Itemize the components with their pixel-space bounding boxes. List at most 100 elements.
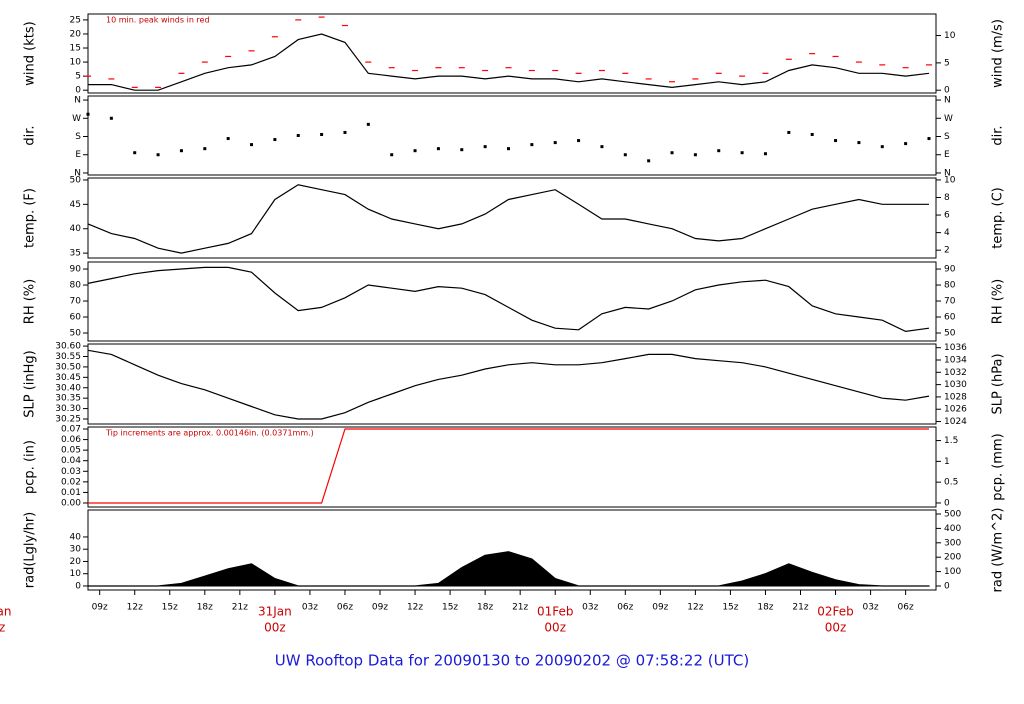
y2-tick-label: 10 — [944, 175, 956, 185]
y-tick-label: 35 — [70, 249, 81, 259]
y-tick-label: 0 — [75, 86, 81, 96]
y2-axis-label: temp. (C) — [991, 187, 1006, 249]
dir-point — [343, 130, 347, 134]
annotation: 10 min. peak winds in red — [106, 16, 210, 25]
y-tick-label: 45 — [70, 200, 81, 210]
y-tick-label: 0.05 — [61, 446, 81, 456]
x-tick-label: 21z — [232, 603, 248, 613]
y-tick-label: 0.06 — [61, 435, 81, 445]
panel-frame — [87, 509, 937, 591]
y2-tick-label: 200 — [944, 553, 961, 563]
y2-tick-label: 6 — [944, 211, 950, 221]
x-tick-label: 12z — [127, 603, 143, 613]
x-tick-label: 21z — [512, 603, 528, 613]
y2-tick-label: 1024 — [944, 417, 967, 427]
y2-tick-label: 1028 — [944, 392, 967, 402]
x-tick-label: 09z — [372, 603, 388, 613]
y2-tick-label: 500 — [944, 510, 961, 520]
y-tick-label: 80 — [70, 281, 82, 291]
dir-point — [179, 149, 183, 153]
y-tick-label: W — [72, 114, 81, 124]
y-tick-label: 30.40 — [55, 383, 81, 393]
y-tick-label: N — [74, 96, 81, 106]
dir-point — [717, 149, 721, 153]
dir-point — [577, 139, 581, 143]
chart-title: UW Rooftop Data for 20090130 to 20090202… — [275, 652, 749, 670]
y-tick-label: 70 — [70, 297, 82, 307]
y-tick-label: 30.50 — [55, 362, 81, 372]
dir-point — [553, 141, 557, 145]
y2-tick-label: 1032 — [944, 368, 967, 378]
series-line — [88, 33, 930, 91]
x-tick-label: 15z — [722, 603, 738, 613]
dir-point — [623, 153, 627, 157]
dir-point — [483, 145, 487, 149]
series-line — [88, 428, 929, 504]
dir-point — [927, 137, 931, 141]
y-tick-label: N — [74, 168, 81, 178]
y-axis-label: rad(Lgly/hr) — [23, 512, 38, 588]
dir-point — [413, 149, 417, 153]
dir-point — [506, 147, 510, 151]
y2-tick-label: S — [944, 132, 950, 142]
y-tick-label: 0.04 — [61, 456, 81, 466]
x-tick-label: 03z — [582, 603, 598, 613]
y-tick-label: 30.35 — [55, 394, 81, 404]
x-tick-label: 06z — [898, 603, 914, 613]
dir-point — [904, 142, 908, 146]
y-tick-label: 15 — [70, 44, 81, 54]
y-axis-label: wind (kts) — [23, 21, 38, 85]
dir-point — [880, 145, 884, 149]
x-tick-label: 03z — [862, 603, 878, 613]
y-axis-label: SLP (inHg) — [23, 350, 38, 418]
x-tick-label: 18z — [197, 603, 213, 613]
y2-tick-label: 0 — [944, 581, 950, 591]
dir-point — [740, 151, 744, 155]
x-tick-label: 00z — [544, 621, 566, 635]
day-label: 01Feb — [537, 605, 574, 619]
y-tick-label: 0.00 — [61, 498, 81, 508]
y-tick-label: 50 — [70, 329, 82, 339]
y2-tick-label: 80 — [944, 281, 956, 291]
annotation: Tip increments are approx. 0.00146in. (0… — [105, 429, 314, 438]
dir-point — [366, 122, 370, 126]
dir-point — [133, 151, 137, 155]
dir-point — [436, 147, 440, 151]
x-tick-label: 15z — [162, 603, 178, 613]
dir-point — [857, 141, 861, 145]
y2-tick-label: 8 — [944, 193, 950, 203]
y2-tick-label: W — [944, 114, 953, 124]
y2-tick-label: 1034 — [944, 356, 967, 366]
y-tick-label: E — [75, 150, 81, 160]
panel-frame — [87, 426, 937, 508]
dir-point — [203, 147, 207, 151]
y-axis-label: temp. (F) — [23, 188, 38, 248]
y2-tick-label: N — [944, 96, 951, 106]
y2-axis-label: RH (%) — [991, 279, 1006, 324]
dir-point — [460, 148, 464, 152]
dir-point — [273, 138, 277, 142]
y2-tick-label: 1030 — [944, 380, 967, 390]
dir-point — [109, 116, 113, 120]
dir-point — [390, 153, 394, 157]
y2-tick-label: 90 — [944, 265, 956, 275]
x-tick-label: 12z — [407, 603, 423, 613]
dir-point — [834, 139, 838, 143]
y2-tick-label: N — [944, 168, 951, 178]
y2-tick-label: 5 — [944, 58, 950, 68]
dir-point — [670, 151, 674, 155]
y2-tick-label: 300 — [944, 538, 961, 548]
x-tick-label: 18z — [757, 603, 773, 613]
day-label: 31Jan — [258, 605, 292, 619]
dir-point — [600, 145, 604, 149]
series-line — [87, 349, 930, 420]
y2-tick-label: 0.5 — [944, 478, 958, 488]
y-tick-label: 5 — [75, 72, 81, 82]
x-tick-label: 06z — [337, 603, 353, 613]
y-tick-label: 60 — [70, 313, 82, 323]
dir-point — [320, 132, 324, 136]
day-label: 02Feb — [817, 605, 854, 619]
day-tick-label: 00z — [0, 621, 5, 635]
y2-tick-label: 0 — [944, 86, 950, 96]
y2-tick-label: 1036 — [944, 343, 967, 353]
